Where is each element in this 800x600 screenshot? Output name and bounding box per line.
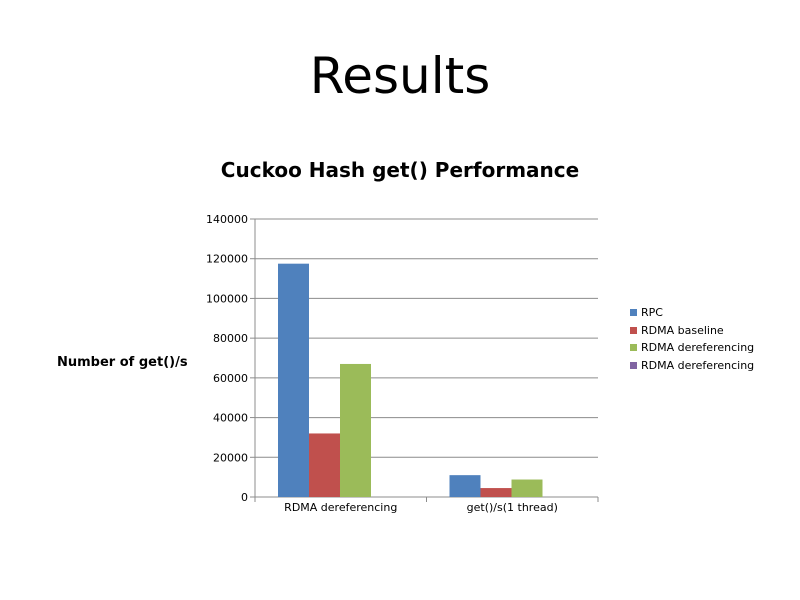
slide-title: Results <box>309 47 491 105</box>
y-tick-label: 100000 <box>206 292 248 305</box>
legend-item: RDMA dereferencing <box>630 357 754 375</box>
bar <box>449 475 481 497</box>
bar <box>278 263 309 497</box>
bar <box>480 488 512 497</box>
legend-item: RDMA dereferencing <box>630 339 754 357</box>
legend-swatch <box>630 361 637 369</box>
x-tick-label: get()/s(1 thread) <box>467 501 558 514</box>
legend-label: RDMA baseline <box>641 323 724 337</box>
bar <box>309 433 340 497</box>
legend-item: RPC <box>630 304 754 322</box>
y-tick-label: 0 <box>241 491 248 504</box>
y-tick-label: 140000 <box>206 213 248 226</box>
chart-title: Cuckoo Hash get() Performance <box>220 158 580 182</box>
y-tick-label: 40000 <box>213 412 248 425</box>
legend-swatch <box>630 344 637 352</box>
x-tick-label: RDMA dereferencing <box>284 501 397 514</box>
y-tick-label: 80000 <box>213 332 248 345</box>
y-tick-label: 60000 <box>213 372 248 385</box>
legend-label: RDMA dereferencing <box>641 358 755 372</box>
legend-swatch <box>630 326 637 334</box>
chart-legend: RPC RDMA baseline RDMA dereferencing RDMA d… <box>630 304 754 374</box>
y-tick-label: 20000 <box>213 451 248 464</box>
legend-label: RDMA dereferencing <box>641 341 755 355</box>
legend-swatch <box>630 309 637 317</box>
bar <box>340 363 371 497</box>
legend-label: RPC <box>641 306 663 320</box>
y-axis-label: Number of get()/s <box>57 355 188 370</box>
y-tick-label: 120000 <box>206 253 248 266</box>
bar <box>511 479 543 497</box>
legend-item: RDMA baseline <box>630 322 754 340</box>
